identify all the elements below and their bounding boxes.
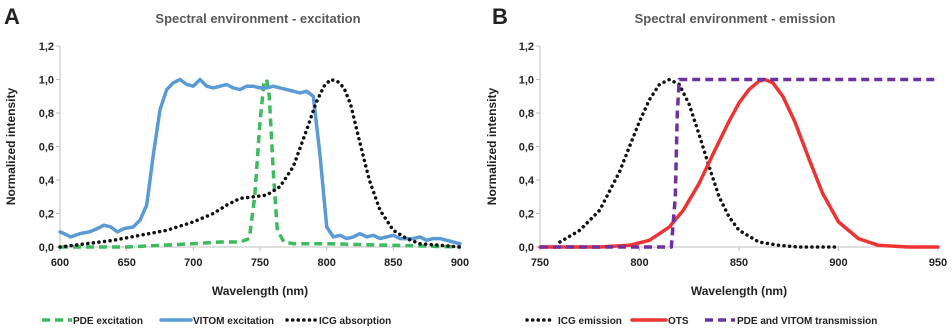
y-tick-label: 0,8 [519,108,534,120]
x-tick-label: 700 [184,257,202,269]
chart-title: Spectral environment - emission [635,11,836,26]
y-tick-label: 0,8 [39,108,54,120]
panel-letter: A [4,4,20,29]
y-tick-label: 0,4 [519,175,535,187]
legend-label: PDE and VITOM transmission [737,316,877,327]
x-tick-label: 750 [251,257,269,269]
x-tick-label: 750 [531,257,549,269]
legend-label: ICG emission [558,316,622,327]
x-tick-label: 900 [829,257,847,269]
y-tick-label: 0,4 [39,175,55,187]
x-tick-label: 850 [730,257,748,269]
legend-label: ICG absorption [319,316,391,327]
legend-label: OTS [668,316,689,327]
chart-title: Spectral environment - excitation [155,11,360,26]
x-tick-label: 650 [117,257,135,269]
x-tick-label: 900 [451,257,469,269]
y-tick-label: 0,6 [39,142,54,154]
x-tick-label: 800 [630,257,648,269]
series-line-pde-and-vitom-transmission [540,77,938,249]
x-axis-label: Wavelength (nm) [212,284,308,298]
x-tick-label: 800 [317,257,335,269]
y-tick-label: 0,0 [39,242,54,254]
y-axis-label: Normalized intensity [4,87,18,205]
legend-label: VITOM excitation [193,316,274,327]
panel-letter: B [492,4,508,29]
y-tick-label: 0,2 [519,209,534,221]
x-tick-label: 600 [51,257,69,269]
y-tick-label: 0,2 [39,209,54,221]
panel-a: A Spectral environment - excitation 0,0 0,2… [4,4,469,327]
series-line-pde-excitation [60,77,461,249]
series-line-icg-absorption [58,77,462,249]
y-tick-label: 1,0 [519,75,534,87]
y-tick-label: 0,6 [519,142,534,154]
series-line-vitom-excitation [58,77,462,246]
series-line-ots [538,77,940,249]
x-axis-label: Wavelength (nm) [691,284,787,298]
x-tick-label: 850 [384,257,402,269]
y-tick-label: 1,0 [39,75,54,87]
y-tick-label: 1,2 [519,41,534,53]
legend-label: PDE excitation [73,316,143,327]
y-tick-label: 0,0 [519,242,534,254]
panel-b: B Spectral environment - emission 0,0 0,2 0,… [485,4,947,327]
x-tick-label: 950 [929,257,947,269]
series-line-icg-emission [558,77,841,249]
y-tick-label: 1,2 [39,41,54,53]
y-axis-label: Normalized intensity [485,87,499,205]
